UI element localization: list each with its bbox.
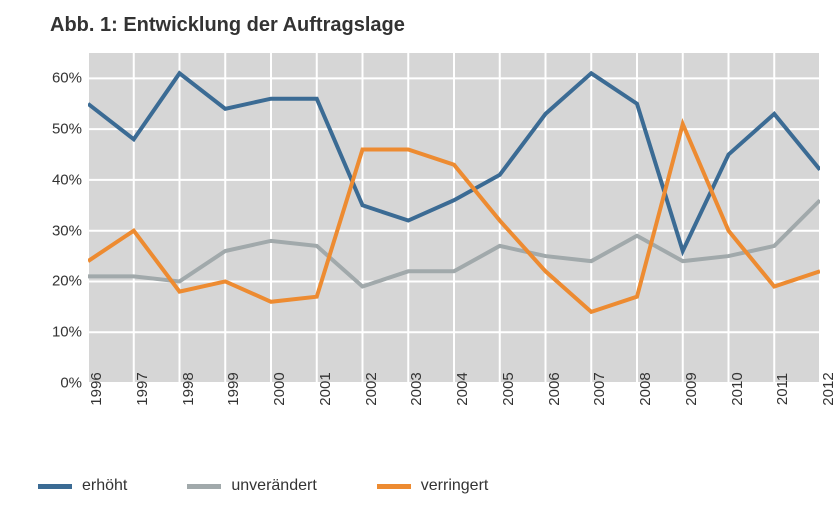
legend: erhöht unverändert verringert <box>38 477 488 495</box>
legend-swatch <box>187 484 221 489</box>
chart-svg <box>88 53 820 383</box>
x-axis-tick-label: 2009 <box>683 372 700 405</box>
x-axis-tick-label: 1996 <box>88 372 105 405</box>
legend-swatch <box>38 484 72 489</box>
x-axis-tick-label: 1999 <box>225 372 242 405</box>
x-axis-tick-label: 2004 <box>454 372 471 405</box>
legend-item-verringert: verringert <box>377 477 489 495</box>
x-axis-tick-label: 2010 <box>729 372 746 405</box>
x-axis-tick-label: 2001 <box>317 372 334 405</box>
x-axis-tick-label: 2011 <box>774 373 791 405</box>
legend-item-unveraendert: unverändert <box>187 477 316 495</box>
x-axis-tick-label: 2000 <box>271 372 288 405</box>
x-axis-tick-label: 2003 <box>408 372 425 405</box>
y-axis-tick-label: 50% <box>52 121 82 138</box>
x-axis-tick-label: 2007 <box>591 372 608 405</box>
legend-item-erhoeht: erhöht <box>38 477 127 495</box>
y-axis-tick-label: 60% <box>52 70 82 87</box>
chart-plot: 0%10%20%30%40%50%60%19961997199819992000… <box>88 53 820 383</box>
y-axis-tick-label: 30% <box>52 222 82 239</box>
y-axis-tick-label: 40% <box>52 171 82 188</box>
x-axis-tick-label: 2012 <box>820 372 837 405</box>
legend-label: erhöht <box>82 477 127 495</box>
x-axis-tick-label: 2002 <box>363 372 380 405</box>
x-axis-tick-label: 2005 <box>500 372 517 405</box>
y-axis-tick-label: 20% <box>52 273 82 290</box>
x-axis-tick-label: 1997 <box>134 372 151 405</box>
legend-label: verringert <box>421 477 489 495</box>
x-axis-tick-label: 2006 <box>546 372 563 405</box>
chart-area: 0% 10% 20% 30% 40% 50% 60% 1996 1997 1998 1999 2000… <box>50 43 820 423</box>
legend-label: unverändert <box>231 477 316 495</box>
x-axis-tick-label: 2008 <box>637 372 654 405</box>
chart-title: Abb. 1: Entwicklung der Auftragslage <box>50 14 819 37</box>
legend-swatch <box>377 484 411 489</box>
y-axis-tick-label: 10% <box>52 324 82 341</box>
x-axis-tick-label: 1998 <box>180 372 197 405</box>
y-axis-tick-label: 0% <box>60 375 82 392</box>
